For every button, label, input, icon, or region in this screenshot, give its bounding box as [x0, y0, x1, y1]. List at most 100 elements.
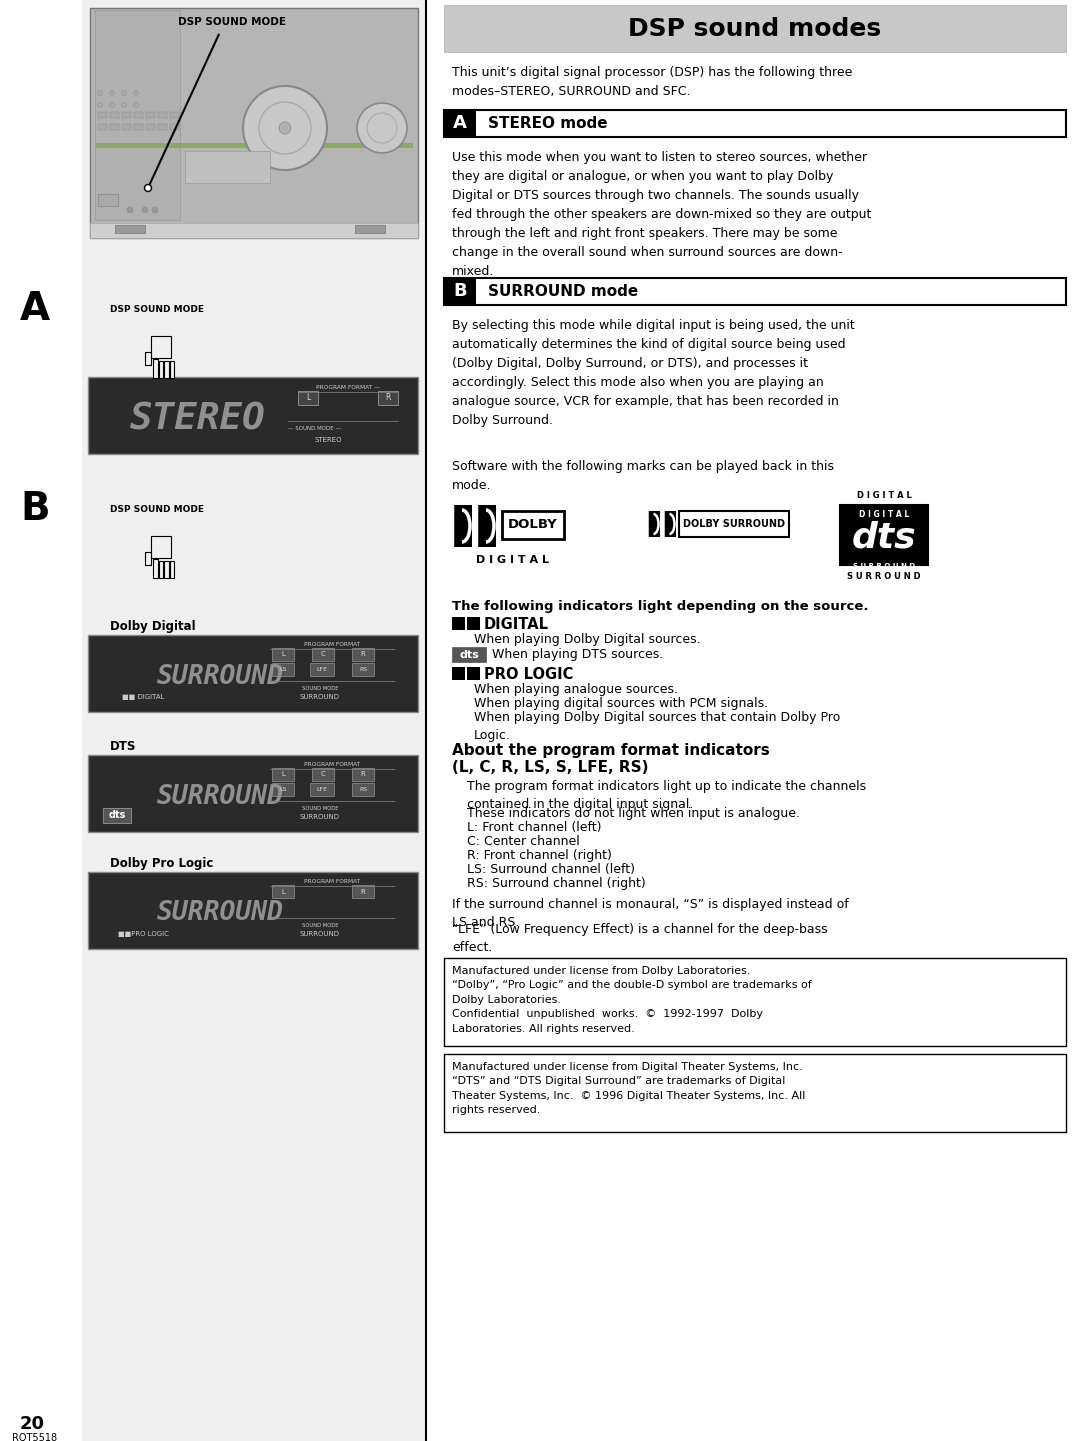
Text: Software with the following marks can be played back in this
mode.: Software with the following marks can be…: [453, 460, 834, 491]
Bar: [444, 278, 1066, 305]
Text: LFE: LFE: [316, 667, 327, 672]
Text: C: C: [321, 771, 325, 778]
Bar: [476, 504, 496, 548]
Text: This unit’s digital signal processor (DSP) has the following three
modes–STEREO,: This unit’s digital signal processor (DS…: [453, 66, 852, 98]
Text: The following indicators light depending on the source.: The following indicators light depending…: [453, 599, 868, 612]
Text: DOLBY SURROUND: DOLBY SURROUND: [683, 519, 785, 529]
Bar: [444, 1053, 1066, 1133]
Text: (L, C, R, LS, S, LFE, RS): (L, C, R, LS, S, LFE, RS): [453, 759, 648, 775]
Text: A: A: [21, 290, 50, 329]
Bar: [426, 0, 1080, 1441]
Bar: [122, 124, 131, 130]
Text: SOUND MODE: SOUND MODE: [301, 686, 338, 692]
Text: STEREO mode: STEREO mode: [488, 115, 608, 131]
Circle shape: [109, 102, 114, 108]
Text: PRO LOGIC: PRO LOGIC: [484, 667, 573, 682]
Text: L: L: [281, 771, 285, 778]
Bar: [145, 352, 151, 365]
Text: PROGRAM FORMAT —: PROGRAM FORMAT —: [316, 385, 380, 391]
Bar: [170, 561, 174, 578]
Bar: [158, 124, 167, 130]
Bar: [151, 336, 171, 357]
Text: S U R R O U N D: S U R R O U N D: [847, 572, 921, 581]
Text: Manufactured under license from Digital Theater Systems, Inc.
“DTS” and “DTS Dig: Manufactured under license from Digital …: [453, 1062, 806, 1115]
Bar: [95, 10, 180, 220]
Bar: [87, 872, 418, 950]
Bar: [95, 143, 413, 148]
Circle shape: [141, 208, 148, 213]
Text: ■■PRO LOGIC: ■■PRO LOGIC: [118, 931, 168, 937]
Text: R: R: [361, 771, 365, 778]
Bar: [146, 124, 156, 130]
Circle shape: [134, 91, 138, 95]
Bar: [444, 4, 1066, 52]
Bar: [0, 0, 82, 1441]
Bar: [110, 124, 119, 130]
Text: SURROUND: SURROUND: [157, 901, 283, 927]
Text: LS: LS: [280, 787, 286, 793]
Text: SOUND MODE: SOUND MODE: [301, 924, 338, 928]
Text: When playing Dolby Digital sources that contain Dolby Pro
Logic.: When playing Dolby Digital sources that …: [474, 710, 840, 742]
Bar: [122, 112, 131, 118]
Circle shape: [134, 102, 138, 108]
Bar: [272, 663, 294, 676]
Bar: [444, 110, 1066, 137]
Text: Dolby Digital: Dolby Digital: [110, 620, 195, 633]
Bar: [98, 112, 107, 118]
Bar: [352, 885, 374, 898]
Bar: [272, 768, 294, 781]
Bar: [352, 648, 374, 661]
Text: S U R R O U N D: S U R R O U N D: [853, 563, 915, 569]
Text: SURROUND: SURROUND: [300, 931, 340, 937]
Text: PROGRAM FORMAT: PROGRAM FORMAT: [303, 879, 360, 883]
Bar: [467, 667, 480, 680]
Bar: [103, 808, 131, 823]
Text: When playing digital sources with PCM signals.: When playing digital sources with PCM si…: [474, 697, 768, 710]
Text: — SOUND MODE —: — SOUND MODE —: [288, 427, 341, 431]
Bar: [164, 561, 168, 578]
Bar: [647, 512, 660, 537]
Text: RS: Surround channel (right): RS: Surround channel (right): [467, 878, 646, 891]
Text: LS: LS: [280, 667, 286, 672]
Circle shape: [97, 102, 103, 108]
Bar: [98, 124, 107, 130]
Text: DIGITAL: DIGITAL: [484, 617, 549, 633]
Text: dts: dts: [459, 650, 478, 660]
Text: These indicators do not light when input is analogue.: These indicators do not light when input…: [467, 807, 800, 820]
Text: Use this mode when you want to listen to stereo sources, whether
they are digita: Use this mode when you want to listen to…: [453, 151, 872, 278]
Bar: [170, 360, 174, 379]
Text: 20: 20: [21, 1415, 45, 1432]
Text: D I G I T A L: D I G I T A L: [859, 510, 909, 519]
Bar: [444, 110, 476, 137]
Bar: [185, 151, 270, 183]
Bar: [679, 512, 789, 537]
Text: L: L: [306, 393, 310, 402]
Bar: [158, 112, 167, 118]
Bar: [153, 559, 158, 578]
Bar: [352, 782, 374, 795]
Circle shape: [97, 91, 103, 95]
Text: C: Center channel: C: Center channel: [467, 834, 580, 847]
Text: R: R: [361, 651, 365, 657]
Text: L: L: [281, 651, 285, 657]
Circle shape: [152, 208, 158, 213]
Bar: [272, 885, 294, 898]
Bar: [87, 378, 418, 454]
Bar: [352, 663, 374, 676]
Text: SURROUND: SURROUND: [157, 663, 283, 689]
Text: By selecting this mode while digital input is being used, the unit
automatically: By selecting this mode while digital inp…: [453, 318, 854, 427]
Bar: [663, 512, 676, 537]
Bar: [310, 782, 334, 795]
Bar: [159, 360, 163, 379]
Bar: [502, 512, 564, 539]
Text: SURROUND: SURROUND: [157, 784, 283, 810]
Bar: [298, 391, 318, 405]
Bar: [145, 552, 151, 565]
Text: B: B: [21, 490, 50, 527]
Bar: [840, 504, 928, 565]
Bar: [90, 9, 418, 238]
Circle shape: [109, 91, 114, 95]
Bar: [151, 536, 171, 558]
Text: STEREO: STEREO: [314, 437, 341, 442]
Text: About the program format indicators: About the program format indicators: [453, 744, 770, 758]
